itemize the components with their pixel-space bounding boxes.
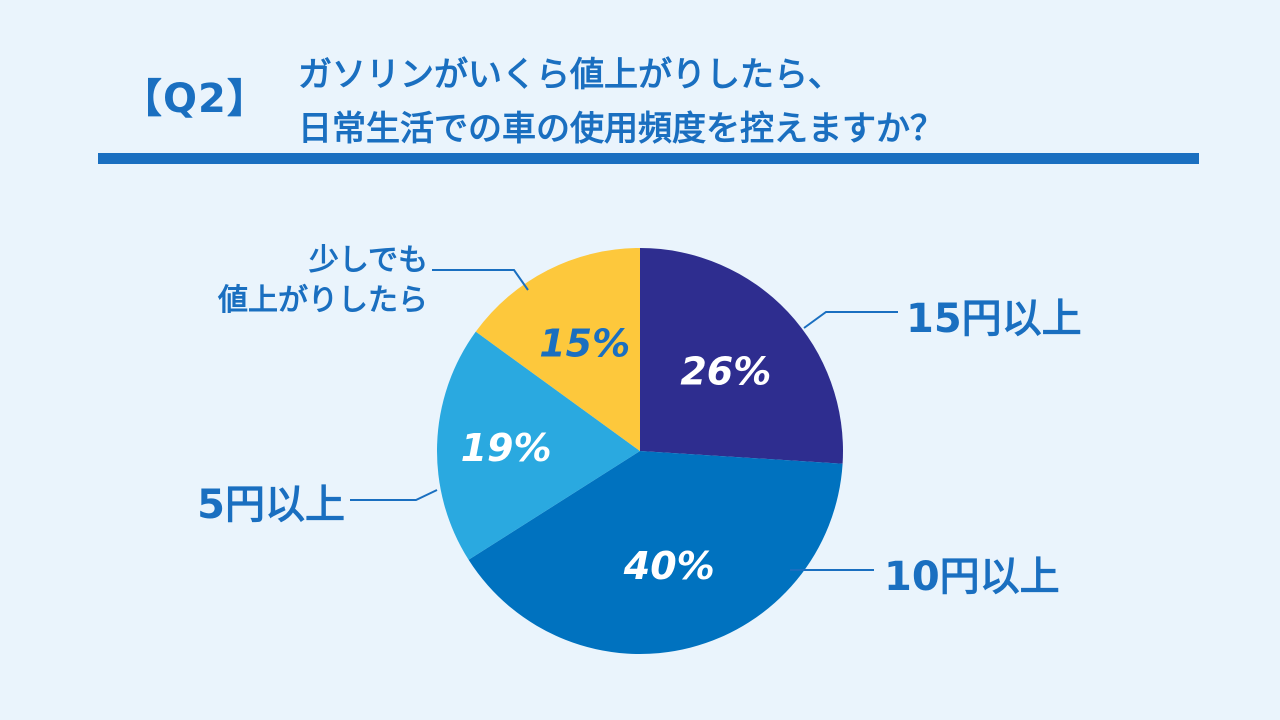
question-title: ガソリンがいくら値上がりしたら、 日常生活での車の使用頻度を控えますか？ — [298, 48, 944, 156]
title-divider — [98, 153, 1199, 164]
slice-category-label: 10円以上 — [884, 554, 1060, 600]
pie-slice — [468, 451, 843, 654]
slice-category-label: 15円以上 — [906, 296, 1082, 342]
question-title-line-1: ガソリンがいくら値上がりしたら、 — [298, 55, 842, 95]
pie-slice — [437, 331, 640, 560]
slice-percent-label: 26% — [680, 349, 771, 393]
slice-percent-label: 15% — [539, 321, 630, 365]
leader-line — [803, 311, 898, 329]
question-number-badge: 【Q2】 — [122, 76, 268, 122]
question-title-line-2: 日常生活での車の使用頻度を控えますか？ — [298, 109, 944, 149]
slice-category-label: 5円以上 — [197, 482, 345, 528]
slice-percent-label: 40% — [623, 544, 715, 588]
leader-line — [350, 489, 438, 501]
leader-line — [432, 269, 529, 291]
pie-slice — [640, 248, 843, 464]
pie-slice — [475, 248, 640, 451]
slice-percent-label: 19% — [461, 426, 552, 470]
slice-category-label: 少しでも値上がりしたら — [217, 243, 428, 318]
